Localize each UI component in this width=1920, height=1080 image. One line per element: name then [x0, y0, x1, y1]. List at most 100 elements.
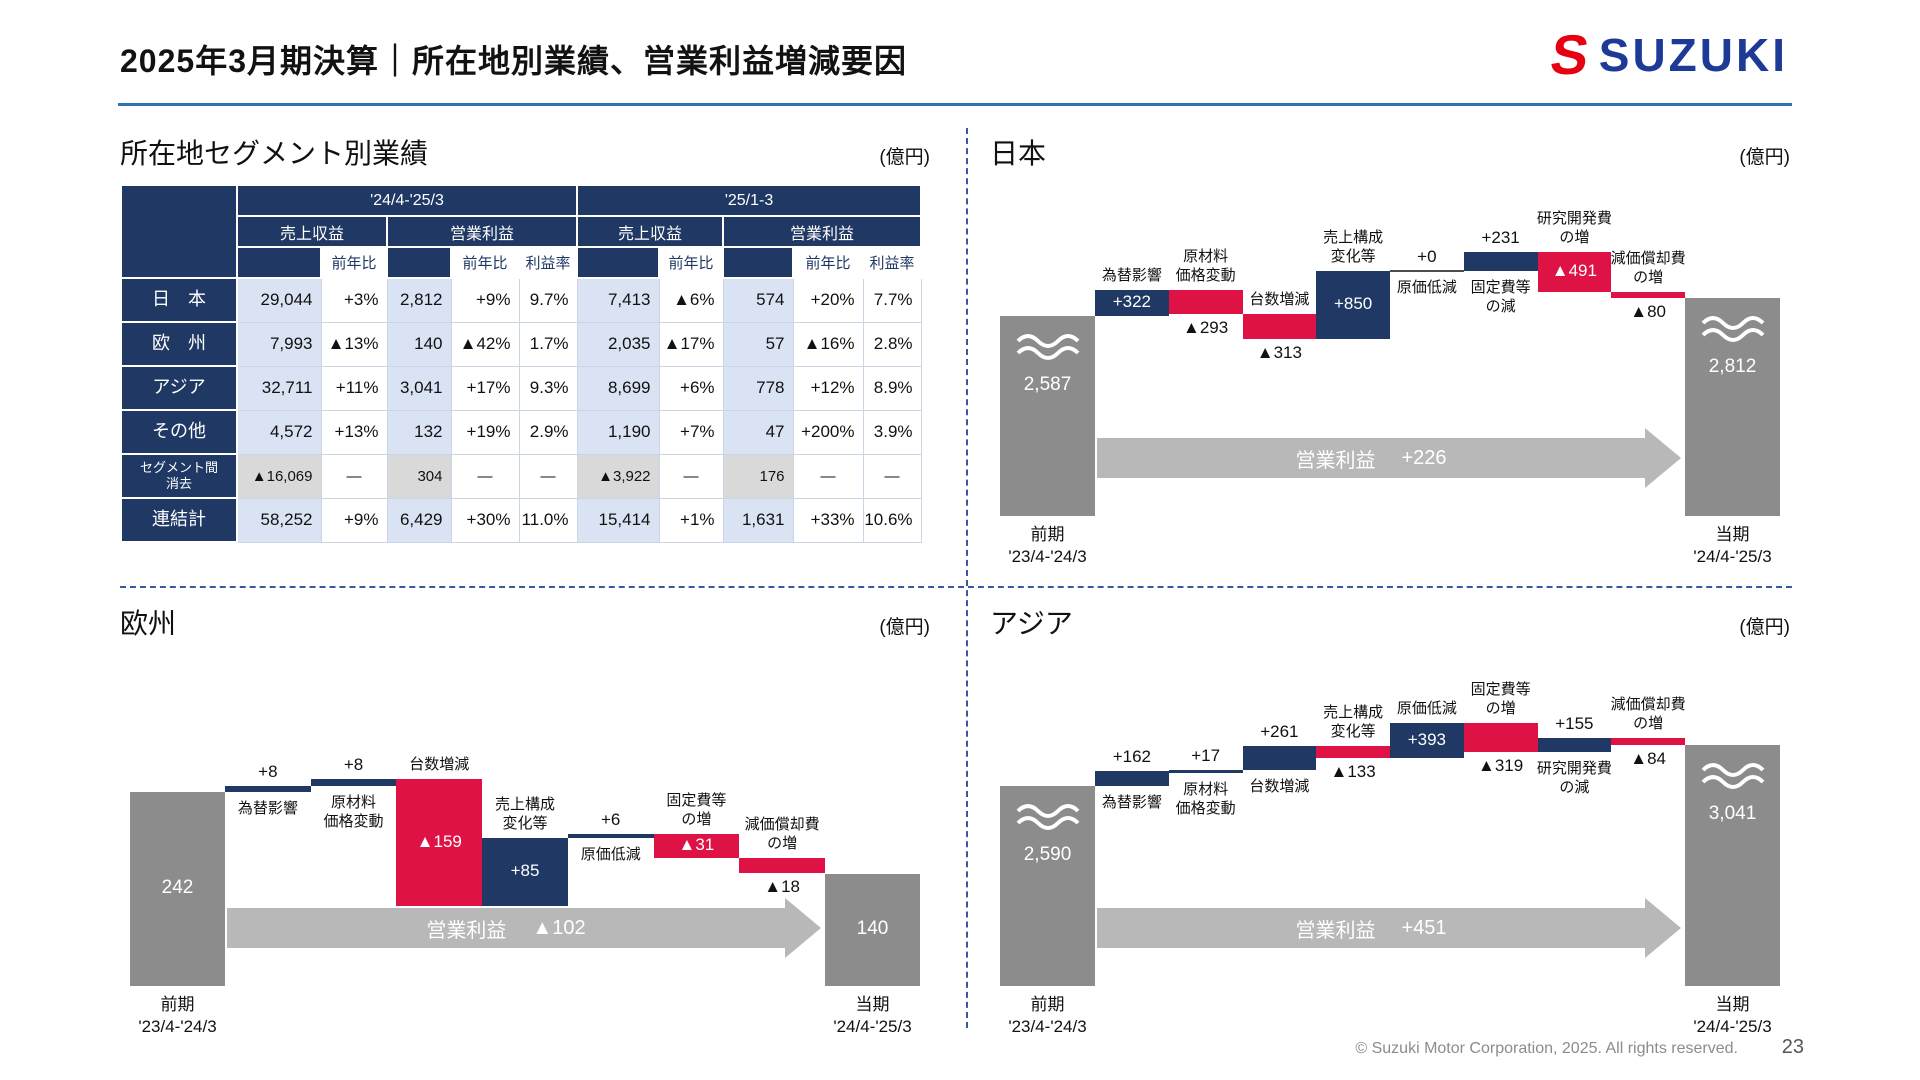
arrow-value: ▲102 — [532, 916, 586, 939]
japan-chart-section: 日本 (億円) 2,587 2,812 前期 '23/4-'24/3 当期 '24/4… — [990, 132, 1790, 568]
bar-label: 固定費等 の増 — [1470, 681, 1531, 717]
wf-start-bar: 2,590 — [1000, 786, 1095, 986]
table-cell: +30% — [450, 497, 520, 543]
summary-arrow-head — [1645, 898, 1681, 958]
bar-label: 為替影響 — [1101, 794, 1162, 811]
wf-bar-decrease — [1242, 313, 1317, 339]
bar-label: 減価償却費 の増 — [1610, 695, 1686, 732]
bar-label: 台数増減 — [1249, 290, 1310, 308]
table-cell: 2,812 — [386, 277, 452, 323]
segment-table-section: 所在地セグメント別業績 (億円) '24/4-'25/3 '25/1-3 売上収… — [120, 132, 930, 543]
wf-bar-decrease — [1611, 291, 1685, 298]
wf-bar-decrease — [1463, 723, 1538, 752]
table-cell: +9% — [450, 277, 520, 323]
wf-end-bar: 3,041 — [1685, 745, 1780, 986]
segment-table-title: 所在地セグメント別業績 — [120, 138, 429, 169]
sub-header-yoy: 前年比 — [658, 246, 725, 279]
bar-value: +850 — [1333, 293, 1373, 313]
bar-value: 140 — [856, 917, 889, 939]
table-cell: — — [862, 453, 922, 499]
bar-value: ▲319 — [1478, 755, 1524, 775]
table-cell: ▲42% — [450, 321, 520, 367]
table-cell: — — [792, 453, 864, 499]
axis-label-start: 前期 '23/4-'24/3 — [1008, 525, 1087, 566]
table-cell: 7,993 — [236, 321, 322, 367]
table-cell: 47 — [722, 409, 794, 455]
asia-chart-unit: (億円) — [1739, 617, 1790, 638]
bar-value: +6 — [601, 809, 621, 829]
wf-bar-increase: +393 — [1390, 723, 1464, 759]
axis-break-icon — [1701, 759, 1765, 791]
axis-label-end: 当期 '24/4-'25/3 — [833, 995, 912, 1036]
table-cell: ▲6% — [658, 277, 724, 323]
bar-value: 2,587 — [1023, 374, 1072, 395]
table-cell: ▲16,069 — [236, 453, 322, 499]
table-cell: 11.0% — [518, 497, 578, 543]
wf-bar-increase — [1242, 746, 1317, 770]
table-cell: 304 — [386, 453, 452, 499]
table-cell: 574 — [722, 277, 794, 323]
row-label: セグメント間 消去 — [120, 453, 238, 499]
table-cell: 29,044 — [236, 277, 322, 323]
bar-label: 売上構成 変化等 — [1323, 228, 1384, 265]
table-cell: 8,699 — [576, 365, 660, 411]
segment-table-body: 日 本 29,044 +3% 2,812 +9% 9.7% 7,413 ▲6% 574 +20% 7… — [120, 277, 922, 543]
table-cell: — — [658, 453, 724, 499]
bar-value: +393 — [1407, 729, 1447, 749]
suzuki-wordmark: SUZUKI — [1598, 29, 1788, 81]
suzuki-logo: S SUZUKI — [1547, 22, 1788, 86]
quadrant-divider-vertical — [966, 128, 968, 1028]
period-header: '25/1-3 — [576, 184, 923, 217]
sub-header-yoy: 前年比 — [792, 246, 865, 279]
table-cell: 7,413 — [576, 277, 660, 323]
bar-label: 原材料 価格変動 — [1175, 248, 1236, 285]
wf-bar-increase — [1095, 771, 1169, 786]
bar-value: +322 — [1112, 292, 1152, 312]
table-cell: 2.8% — [862, 321, 922, 367]
axis-label-end: 当期 '24/4-'25/3 — [1693, 525, 1772, 566]
asia-chart-section: アジア (億円) 2,590 3,041 前期 '23/4-'24/3 当期 '24/… — [990, 602, 1790, 1038]
bar-value: +155 — [1555, 713, 1594, 733]
bar-label: 台数増減 — [1249, 777, 1310, 795]
table-cell: +17% — [450, 365, 520, 411]
bar-value: +85 — [510, 861, 540, 881]
suzuki-s-icon: S — [1547, 22, 1594, 86]
wf-bar-increase: +322 — [1095, 290, 1169, 316]
bar-label: 原価低減 — [1396, 278, 1457, 296]
table-cell: 10.6% — [862, 497, 922, 543]
axis-label-end: 当期 '24/4-'25/3 — [1693, 995, 1772, 1036]
summary-arrow: 営業利益 ▲102 — [227, 908, 785, 948]
segment-table-unit: (億円) — [879, 147, 930, 168]
metric-header-revenue: 売上収益 — [576, 215, 725, 248]
quadrant-divider-horizontal — [120, 586, 1792, 588]
bar-value: 3,041 — [1708, 803, 1757, 825]
row-label: アジア — [120, 365, 238, 411]
table-cell: 1.7% — [518, 321, 578, 367]
bar-label: 研究開発費 の増 — [1536, 210, 1612, 247]
table-cell: 1,190 — [576, 409, 660, 455]
sub-header-margin: 利益率 — [517, 246, 579, 279]
bar-value: ▲293 — [1183, 317, 1229, 337]
sub-header-yoy: 前年比 — [450, 246, 520, 279]
table-cell: +6% — [658, 365, 724, 411]
wf-bar-increase — [225, 785, 311, 792]
bar-value: +8 — [258, 761, 278, 781]
europe-chart-title: 欧州 — [120, 608, 177, 639]
japan-chart-header: 日本 (億円) — [990, 132, 1790, 172]
wf-connector — [1390, 269, 1464, 272]
table-cell: +7% — [658, 409, 724, 455]
wf-bar-decrease: ▲31 — [653, 833, 740, 859]
segment-table-header: 所在地セグメント別業績 (億円) — [120, 132, 930, 172]
spacer-cell — [722, 246, 795, 279]
table-cell: — — [320, 453, 388, 499]
wf-bar-increase — [310, 779, 397, 786]
bar-label: 原価低減 — [580, 846, 641, 864]
table-cell: 9.7% — [518, 277, 578, 323]
table-cell: +1% — [658, 497, 724, 543]
table-cell: — — [518, 453, 578, 499]
bar-label: 為替影響 — [1101, 267, 1162, 285]
wf-end-bar: 2,812 — [1685, 298, 1780, 516]
arrow-label: 営業利益 — [1295, 449, 1376, 472]
segment-table: '24/4-'25/3 '25/1-3 売上収益 営業利益 売上収益 営業利益 … — [120, 184, 923, 543]
